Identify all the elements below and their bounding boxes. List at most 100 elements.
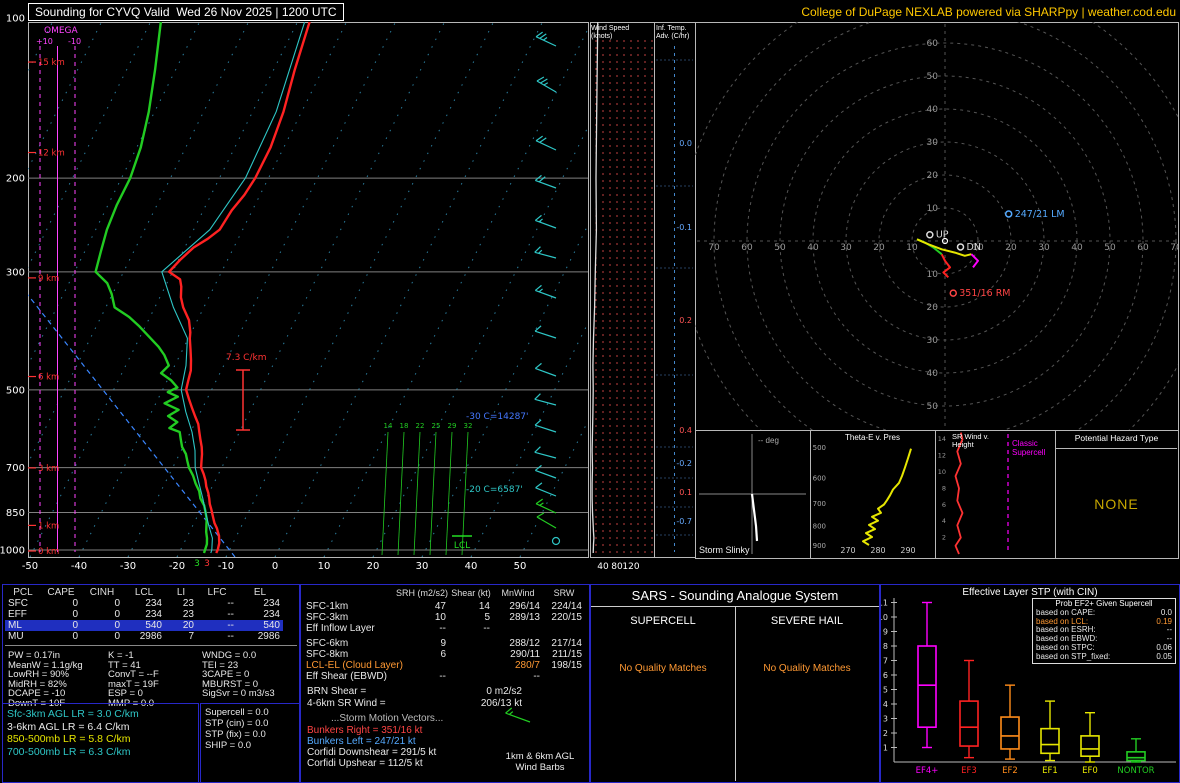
kinematics-rows-shear: SFC-6km 9 288/12 217/14 SFC-8km 6 290/11 211/15… [303,638,585,682]
wind-barb-tick [534,325,542,332]
hodo-ring-label: 30 [1038,243,1050,253]
kinematics-column-header: SRW [553,588,575,598]
skewt-annotation: -30 C=14287' [466,412,529,422]
stp-legend: Prob EF2+ Given Supercell based on CAPE:… [1032,598,1176,664]
stp-box [959,700,979,747]
kinematics-column-header [303,588,395,598]
mixing-ratio-line [381,431,389,556]
temp-tick-label: -30 [120,561,136,572]
skewt-annotation: -20 C=6587' [466,485,523,495]
thetae-y-label: 800 [813,522,826,530]
wind-barb [534,251,557,259]
hodo-ring-label: 30 [840,243,852,253]
kin-cell [543,671,585,682]
hodo-ring-label: 40 [927,369,939,379]
thermo-index: 3CAPE = 0 [202,669,250,681]
srwind-km-label: 8 [942,484,946,492]
wind-barb-tick [536,76,545,82]
thetae-y-label: 700 [813,500,826,508]
thetae-border [810,430,936,559]
thermo-index-column-1: PW = 0.17in MeanW = 1.1g/kg LowRH = 90% Mid… [8,651,108,709]
stp-legend-value: -- [1166,634,1172,644]
thermo-index: WNDG = 0.0 [202,650,257,661]
isotherm-line [28,22,200,367]
kinematics-header-row: SRH (m2/s2) Shear (kt) MnWind SRW [303,588,585,598]
kin-cell: 198/15 [551,660,582,671]
stp-legend-value: -- [1166,625,1172,635]
stp-y-label: 4 [883,700,888,709]
stp-box [1126,751,1146,762]
stp-y-label: 2 [883,729,888,738]
sars-supercell-header: SUPERCELL [630,615,696,627]
wind-barb [536,516,557,529]
hodo-marker-label: 247/21 LM [1015,209,1065,220]
windspeed-border [590,22,655,558]
stp-legend-label: based on CAPE: [1036,607,1096,617]
parcel-table-header: EL [253,587,267,598]
omega-plus-label: +10 [36,37,53,46]
thermo-divider [5,645,297,646]
wind-barb [535,289,557,299]
hodo-marker [949,289,957,297]
wind-barb-tick [535,135,543,142]
mixing-ratio-label: 32 [464,422,473,430]
hodo-ring-label: 20 [1005,243,1017,253]
kin-cell: 211/15 [552,649,582,660]
omega-minus-label: -10 [68,37,81,46]
temp-tick-label: 20 [367,561,380,572]
composite-index-line: STP (cin) = 0.0 [205,718,269,729]
profile-wetbulb [161,22,306,554]
stp-y-label: 8 [883,642,888,651]
mixing-ratio-line [461,431,469,556]
thermo-index: K = -1 [108,650,134,661]
thermo-index: PW = 0.17in [8,650,61,661]
sr-wind-46-value: 206/13 kt [480,698,522,709]
stp-legend-label: based on ESRH: [1036,625,1096,635]
parcel-table-header: PCL [13,587,33,598]
thetae-x-label: 270 [840,546,855,555]
kin-cell: -- [483,623,490,634]
stp-legend-value: 0.0 [1160,607,1172,617]
height-tick-label: 3 km [38,464,59,474]
parcel-row-name: ML [5,620,41,631]
wind-barb-tick [534,446,541,453]
parcel-cell: 0 [114,598,120,609]
kin-cell: 288/12 [509,638,540,649]
temp-tick-label: 10 [318,561,331,572]
parcel-cell: 234 [145,609,162,620]
dry-adiabat-line [28,294,236,557]
skewt-annotation: LCL [454,541,470,551]
wind-barb-tick [505,707,513,714]
windspeed-panel-title: Wind Speed (knots) [591,25,630,40]
pressure-tick-label: 200 [6,174,25,185]
hodo-ring-label: 60 [1137,243,1149,253]
brn-shear-value: 0 m2/s2 [486,686,522,697]
kin-cell: 9 [440,638,446,649]
hodo-ring-label: 30 [927,336,939,346]
thermo-index: MBURST = 0 [202,678,259,690]
kinematics-column-header: MnWind [501,588,535,598]
windspeed-tick-label: 80 [611,562,623,572]
wind-barb-halftick [538,249,543,254]
thermo-index: TT = 41 [108,659,141,671]
hodograph-ring [845,141,1045,341]
isotherm-line [28,22,102,171]
hodo-ring-label: 10 [927,270,939,280]
kin-row-name: SFC-1km [306,601,349,612]
advection-plot: 0.0 -0.1 0.2 0.4 -0.2 0.1 -0.7 [656,46,693,552]
wind-barb [535,503,557,514]
brn-shear-label: BRN Shear = [307,686,367,697]
brand-link[interactable]: College of DuPage NEXLAB powered via SHA… [801,5,1176,19]
composite-indices-box: Supercell = 0.0 STP (cin) = 0.0 STP (fix) … [200,703,300,783]
parcel-cell: 2986 [257,631,280,642]
kin-cell [449,649,493,660]
hodograph-ring [713,22,1177,430]
stp-legend-value: 0.05 [1156,651,1172,661]
stp-legend-label: based on LCL: [1036,616,1089,626]
mixing-ratio-label: 14 [384,422,393,430]
slinky-plot [699,434,806,554]
composite-index-line: STP (fix) = 0.0 [205,729,266,740]
isotherm-line [274,22,543,557]
wind-barb [535,469,557,479]
pressure-tick-label: 500 [6,385,25,396]
